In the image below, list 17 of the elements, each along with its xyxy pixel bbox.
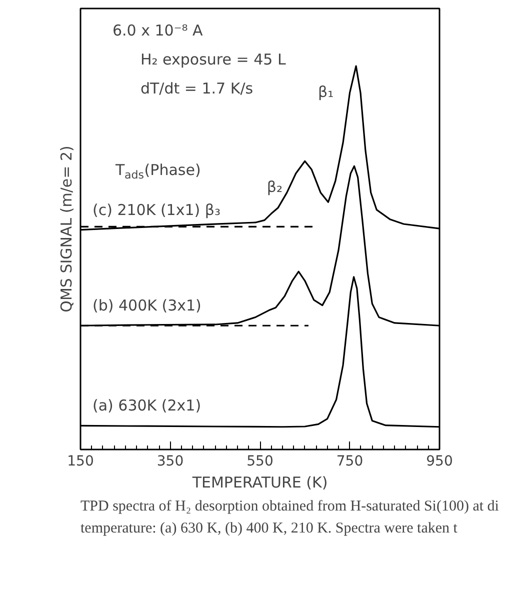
x-tick-label: 150 (67, 454, 94, 470)
series-label: (b) 400K (3x1) (92, 296, 202, 315)
y-axis-title: QMS SIGNAL (m/e= 2) (58, 146, 76, 312)
annotation: β₁ (318, 83, 334, 102)
annotation: dT/dt = 1.7 K/s (140, 80, 254, 98)
series-label: (c) 210K (1x1) β₃ (92, 200, 220, 219)
annotation: H₂ exposure = 45 L (140, 50, 286, 68)
x-tick-label: 350 (156, 454, 184, 470)
text: 6.0 x 10⁻⁸ A (112, 22, 204, 40)
x-tick-label: 550 (246, 454, 274, 470)
series-label: (a) 630K (2x1) (92, 396, 202, 415)
annotation: β₂ (266, 178, 282, 196)
x-axis-title: TEMPERATURE (K) (191, 474, 328, 492)
text: TPD spectra of H₂ desorption obtained from H-saturated Si(100) at di (80, 498, 499, 514)
x-tick-label: 950 (426, 454, 453, 470)
x-tick-label: 750 (336, 454, 364, 470)
text: temperature: (a) 630 K, (b) 400 K, 210 K. Spectra were taken t (80, 520, 458, 536)
